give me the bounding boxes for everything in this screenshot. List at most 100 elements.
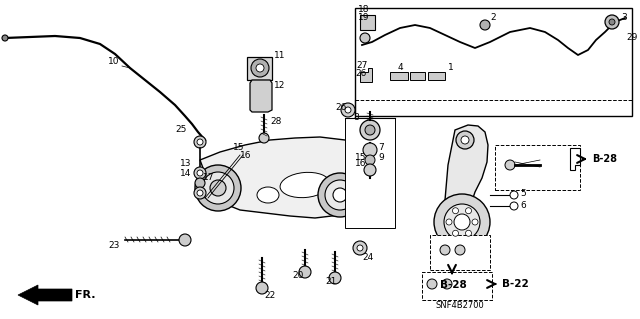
- Text: 3: 3: [621, 13, 627, 23]
- Circle shape: [427, 279, 437, 289]
- Circle shape: [472, 219, 478, 225]
- Text: 24: 24: [362, 254, 373, 263]
- Circle shape: [194, 136, 206, 148]
- Circle shape: [2, 35, 8, 41]
- Text: 17: 17: [203, 174, 214, 182]
- Circle shape: [179, 234, 191, 246]
- Circle shape: [299, 266, 311, 278]
- Circle shape: [251, 59, 269, 77]
- Circle shape: [442, 279, 452, 289]
- Bar: [430, 235, 490, 270]
- Circle shape: [465, 230, 472, 236]
- Polygon shape: [570, 148, 580, 170]
- Circle shape: [464, 252, 480, 268]
- Text: SNF4B2700: SNF4B2700: [435, 300, 484, 309]
- Polygon shape: [360, 15, 375, 30]
- Circle shape: [197, 170, 203, 176]
- Circle shape: [510, 191, 518, 199]
- Text: 2: 2: [490, 13, 495, 23]
- Circle shape: [360, 120, 380, 140]
- Circle shape: [325, 180, 355, 210]
- Text: 21: 21: [325, 278, 337, 286]
- Circle shape: [455, 245, 465, 255]
- Polygon shape: [200, 137, 380, 218]
- Circle shape: [256, 282, 268, 294]
- Text: 28: 28: [270, 117, 282, 127]
- Circle shape: [353, 241, 367, 255]
- Text: 13: 13: [180, 159, 191, 167]
- Circle shape: [333, 188, 347, 202]
- Text: 26: 26: [335, 102, 346, 112]
- Bar: [422, 272, 492, 300]
- Text: 18: 18: [358, 5, 369, 14]
- Text: B-28: B-28: [440, 280, 467, 290]
- Text: 16: 16: [355, 159, 367, 167]
- Ellipse shape: [280, 172, 330, 198]
- Circle shape: [197, 139, 203, 145]
- Circle shape: [461, 136, 469, 144]
- Text: 23: 23: [108, 241, 120, 249]
- Text: 15: 15: [355, 152, 367, 161]
- Text: 29: 29: [626, 33, 637, 42]
- Circle shape: [360, 33, 370, 43]
- Text: 7: 7: [378, 144, 384, 152]
- Circle shape: [345, 107, 351, 113]
- Polygon shape: [247, 57, 272, 80]
- Text: 8: 8: [353, 114, 359, 122]
- Polygon shape: [360, 68, 372, 82]
- Circle shape: [452, 208, 458, 214]
- Text: FR.: FR.: [75, 290, 95, 300]
- Text: 16: 16: [240, 151, 252, 160]
- Circle shape: [446, 219, 452, 225]
- Circle shape: [259, 133, 269, 143]
- Bar: [355, 8, 632, 116]
- Text: 14: 14: [180, 168, 191, 177]
- Polygon shape: [18, 285, 72, 305]
- Circle shape: [256, 64, 264, 72]
- Circle shape: [454, 214, 470, 230]
- Text: B-28: B-28: [592, 154, 617, 164]
- Circle shape: [197, 190, 203, 196]
- Circle shape: [480, 20, 490, 30]
- Circle shape: [194, 187, 206, 199]
- Circle shape: [318, 173, 362, 217]
- Circle shape: [363, 143, 377, 157]
- Circle shape: [609, 19, 615, 25]
- Bar: [345, 118, 395, 228]
- Text: 12: 12: [274, 80, 285, 90]
- Circle shape: [510, 202, 518, 210]
- Circle shape: [605, 15, 619, 29]
- Text: 5: 5: [520, 189, 525, 197]
- Circle shape: [364, 164, 376, 176]
- Polygon shape: [428, 72, 445, 80]
- Circle shape: [465, 208, 472, 214]
- Text: 19: 19: [358, 13, 369, 23]
- Circle shape: [329, 272, 341, 284]
- Circle shape: [195, 165, 241, 211]
- Text: 9: 9: [378, 153, 384, 162]
- Circle shape: [505, 160, 515, 170]
- Circle shape: [447, 252, 463, 268]
- Text: 26: 26: [355, 70, 366, 78]
- Polygon shape: [390, 72, 408, 80]
- Circle shape: [434, 194, 490, 250]
- Circle shape: [456, 131, 474, 149]
- Polygon shape: [410, 72, 425, 80]
- Circle shape: [195, 178, 205, 188]
- Circle shape: [341, 103, 355, 117]
- Circle shape: [210, 180, 226, 196]
- Text: 27: 27: [356, 61, 367, 70]
- Circle shape: [202, 172, 234, 204]
- Text: 6: 6: [520, 202, 525, 211]
- Text: 25: 25: [175, 125, 186, 135]
- Text: 11: 11: [274, 50, 285, 60]
- Text: 22: 22: [264, 291, 275, 300]
- Bar: [495, 145, 580, 190]
- Polygon shape: [250, 80, 272, 112]
- Circle shape: [444, 204, 480, 240]
- Text: 4: 4: [398, 63, 404, 72]
- Text: B-22: B-22: [502, 279, 529, 289]
- Circle shape: [452, 230, 458, 236]
- Text: 20: 20: [292, 271, 303, 279]
- Text: 10: 10: [108, 57, 120, 66]
